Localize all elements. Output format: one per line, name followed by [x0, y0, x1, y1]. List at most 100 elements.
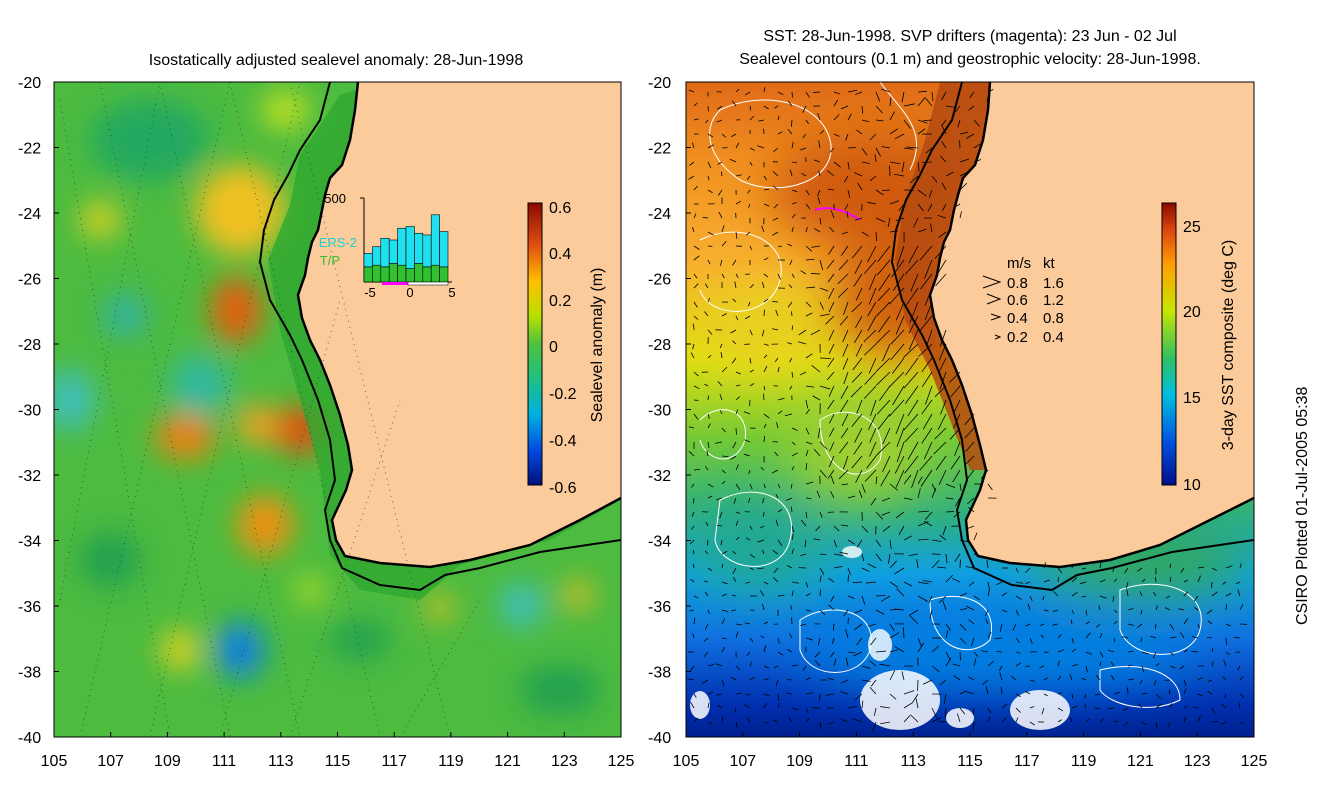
left-lat-tick: -38: [18, 665, 41, 682]
inset-bars: [363, 214, 449, 283]
inset-tp-bar: [430, 264, 440, 283]
velocity-arrow: [846, 211, 849, 219]
velocity-arrow: [841, 483, 849, 486]
velocity-arrow: [952, 578, 961, 583]
velocity-arrow: [744, 439, 751, 443]
sla-tick-neg0.2: -0.2: [549, 386, 577, 403]
velocity-arrow: [721, 679, 725, 687]
velocity-arrow: [819, 217, 822, 225]
velocity-arrow: [837, 273, 849, 285]
velocity-arrow: [875, 189, 884, 196]
velocity-arrow: [772, 171, 779, 177]
legend-header-ms: m/s: [1007, 255, 1031, 272]
velocity-arrow: [931, 175, 938, 183]
velocity-arrow: [819, 385, 831, 390]
velocity-arrow: [791, 91, 793, 98]
velocity-arrow: [791, 226, 794, 233]
velocity-arrow: [732, 550, 737, 555]
velocity-arrow: [1070, 619, 1073, 625]
inset-ers2-label: ERS-2: [319, 235, 357, 250]
velocity-arrow: [856, 539, 863, 548]
velocity-arrow: [703, 637, 709, 642]
velocity-arrow: [934, 245, 947, 260]
velocity-arrow: [832, 637, 835, 644]
velocity-arrow: [833, 525, 840, 532]
velocity-arrow: [907, 441, 919, 460]
legend-kt-1.6: 1.6: [1043, 275, 1064, 292]
velocity-arrow: [969, 91, 975, 99]
velocity-arrow: [1127, 608, 1134, 611]
velocity-arrow: [949, 371, 961, 383]
velocity-arrow: [879, 385, 891, 401]
velocity-arrow: [917, 97, 926, 107]
velocity-arrow: [721, 593, 727, 597]
velocity-arrow: [877, 413, 891, 430]
velocity-arrow: [1141, 651, 1149, 655]
velocity-arrow: [1029, 679, 1035, 682]
velocity-arrow: [791, 311, 793, 317]
velocity-arrow: [894, 646, 905, 653]
velocity-arrow: [691, 483, 695, 488]
velocity-arrow: [930, 223, 933, 233]
velocity-arrow: [805, 511, 808, 518]
velocity-arrow: [1237, 589, 1241, 597]
velocity-arrow: [982, 679, 989, 686]
velocity-arrow: [952, 469, 961, 483]
velocity-arrow: [959, 707, 966, 715]
velocity-arrow: [917, 228, 927, 233]
velocity-arrow: [1085, 621, 1090, 625]
velocity-arrow: [937, 413, 947, 430]
velocity-arrow: [924, 287, 933, 306]
right-lat-tick: -26: [648, 272, 671, 289]
velocity-arrow: [917, 189, 927, 197]
velocity-arrow: [1169, 703, 1172, 709]
velocity-arrow: [744, 91, 751, 96]
velocity-arrow: [876, 371, 891, 386]
velocity-arrow: [757, 567, 765, 570]
velocity-arrow: [1015, 717, 1019, 723]
velocity-arrow: [1183, 649, 1188, 653]
velocity-arrow: [959, 84, 962, 93]
velocity-arrow: [749, 677, 755, 681]
velocity-arrow: [875, 119, 884, 122]
velocity-arrow: [896, 245, 905, 267]
velocity-arrow: [746, 651, 751, 657]
velocity-arrow: [721, 563, 724, 569]
velocity-arrow: [1197, 693, 1204, 697]
sst-tick-25: 25: [1183, 219, 1201, 236]
left-lat-tick: -34: [18, 534, 41, 551]
velocity-arrow: [917, 488, 921, 499]
velocity-arrow: [968, 506, 975, 513]
velocity-arrow: [1107, 649, 1115, 653]
velocity-arrow: [852, 581, 863, 584]
velocity-arrow: [763, 309, 765, 317]
velocity-arrow: [1222, 581, 1227, 585]
velocity-arrow: [1052, 623, 1059, 626]
inset-ers2-bar: [414, 232, 424, 264]
velocity-arrow: [876, 259, 891, 276]
velocity-arrow: [1191, 636, 1199, 639]
velocity-arrow: [833, 539, 838, 548]
velocity-arrow: [863, 343, 877, 356]
velocity-arrow: [1211, 647, 1214, 653]
velocity-arrow: [843, 371, 849, 385]
velocity-arrow: [805, 593, 811, 597]
velocity-arrow: [880, 721, 891, 725]
velocity-arrow: [1126, 589, 1129, 597]
velocity-arrow: [875, 105, 883, 114]
velocity-arrow: [791, 664, 798, 667]
velocity-arrow: [772, 719, 779, 723]
velocity-arrow: [703, 651, 709, 657]
velocity-arrow: [935, 455, 947, 471]
velocity-arrow: [903, 119, 912, 130]
velocity-arrow: [757, 539, 765, 543]
velocity-arrow: [830, 491, 835, 499]
velocity-arrow: [861, 483, 866, 493]
velocity-arrow: [819, 301, 824, 310]
velocity-arrow: [1001, 717, 1007, 723]
velocity-arrow: [945, 623, 951, 631]
velocity-arrow: [1042, 595, 1045, 601]
velocity-arrow: [851, 455, 863, 469]
velocity-arrow: [1015, 662, 1022, 667]
velocity-arrow: [1071, 664, 1078, 667]
